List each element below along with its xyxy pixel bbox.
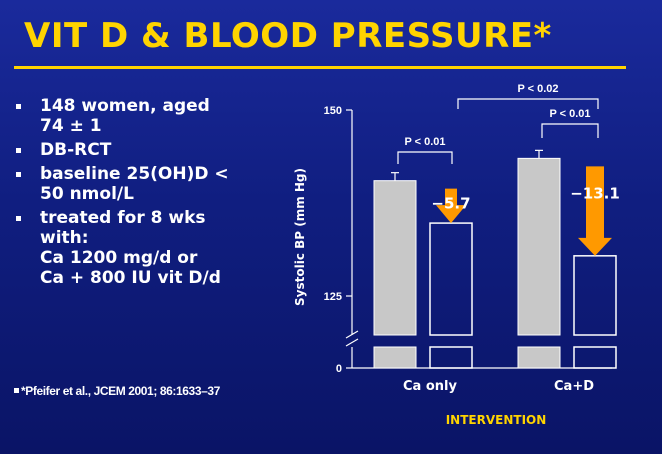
baseline-bar: [373, 180, 417, 336]
citation-text: *Pfeifer et al., JCEM 2001; 86:1633–37: [21, 384, 220, 398]
x-tick-label: Ca+D: [554, 379, 594, 394]
followup-bar-stub: [429, 346, 473, 369]
y-tick-label: 125: [324, 291, 342, 303]
significance-label: P < 0.01: [549, 108, 590, 120]
significance-label: P < 0.02: [517, 83, 558, 95]
bullet-text: 148 women, aged 74 ± 1: [40, 96, 210, 136]
bullet-square-icon: [16, 216, 21, 221]
y-tick-label: 0: [336, 363, 342, 375]
bullet-square-icon: [16, 148, 21, 153]
x-tick-label: Ca only: [403, 379, 457, 394]
baseline-bar-stub: [517, 346, 561, 369]
significance-bracket: [397, 151, 453, 164]
significance-bracket: [457, 98, 599, 109]
baseline-bar-stub: [373, 346, 417, 369]
followup-bar: [429, 222, 473, 336]
followup-bar-stub: [573, 346, 617, 369]
bullet-item: DB-RCT: [16, 140, 276, 160]
citation-footnote: *Pfeifer et al., JCEM 2001; 86:1633–37: [14, 384, 220, 398]
bullet-text: DB-RCT: [40, 140, 112, 160]
baseline-bar: [517, 157, 561, 336]
down-arrow-icon: [578, 166, 612, 256]
bullet-item: treated for 8 wks with: Ca 1200 mg/d or …: [16, 208, 276, 288]
slide-title: VIT D & BLOOD PRESSURE*: [24, 16, 552, 56]
bullet-square-icon: [16, 104, 21, 109]
x-axis-label: INTERVENTION: [446, 413, 547, 427]
bullet-text: baseline 25(OH)D < 50 nmol/L: [40, 164, 229, 204]
change-label: −5.7: [431, 195, 470, 213]
y-axis-label: Systolic BP (mm Hg): [293, 168, 307, 306]
bullet-item: baseline 25(OH)D < 50 nmol/L: [16, 164, 276, 204]
bullet-list: 148 women, aged 74 ± 1 DB-RCT baseline 2…: [16, 96, 276, 292]
footnote-square-icon: [14, 388, 19, 393]
axis-break-icon: [345, 330, 359, 347]
followup-bar: [573, 255, 617, 336]
y-tick-label: 150: [324, 105, 342, 117]
bullet-square-icon: [16, 172, 21, 177]
significance-label: P < 0.01: [404, 136, 445, 148]
bullet-item: 148 women, aged 74 ± 1: [16, 96, 276, 136]
significance-bracket: [541, 123, 599, 138]
down-arrow-icon: [436, 188, 466, 224]
change-label: −13.1: [570, 184, 620, 202]
title-underline: [14, 66, 626, 69]
bullet-text: treated for 8 wks with: Ca 1200 mg/d or …: [40, 208, 221, 288]
